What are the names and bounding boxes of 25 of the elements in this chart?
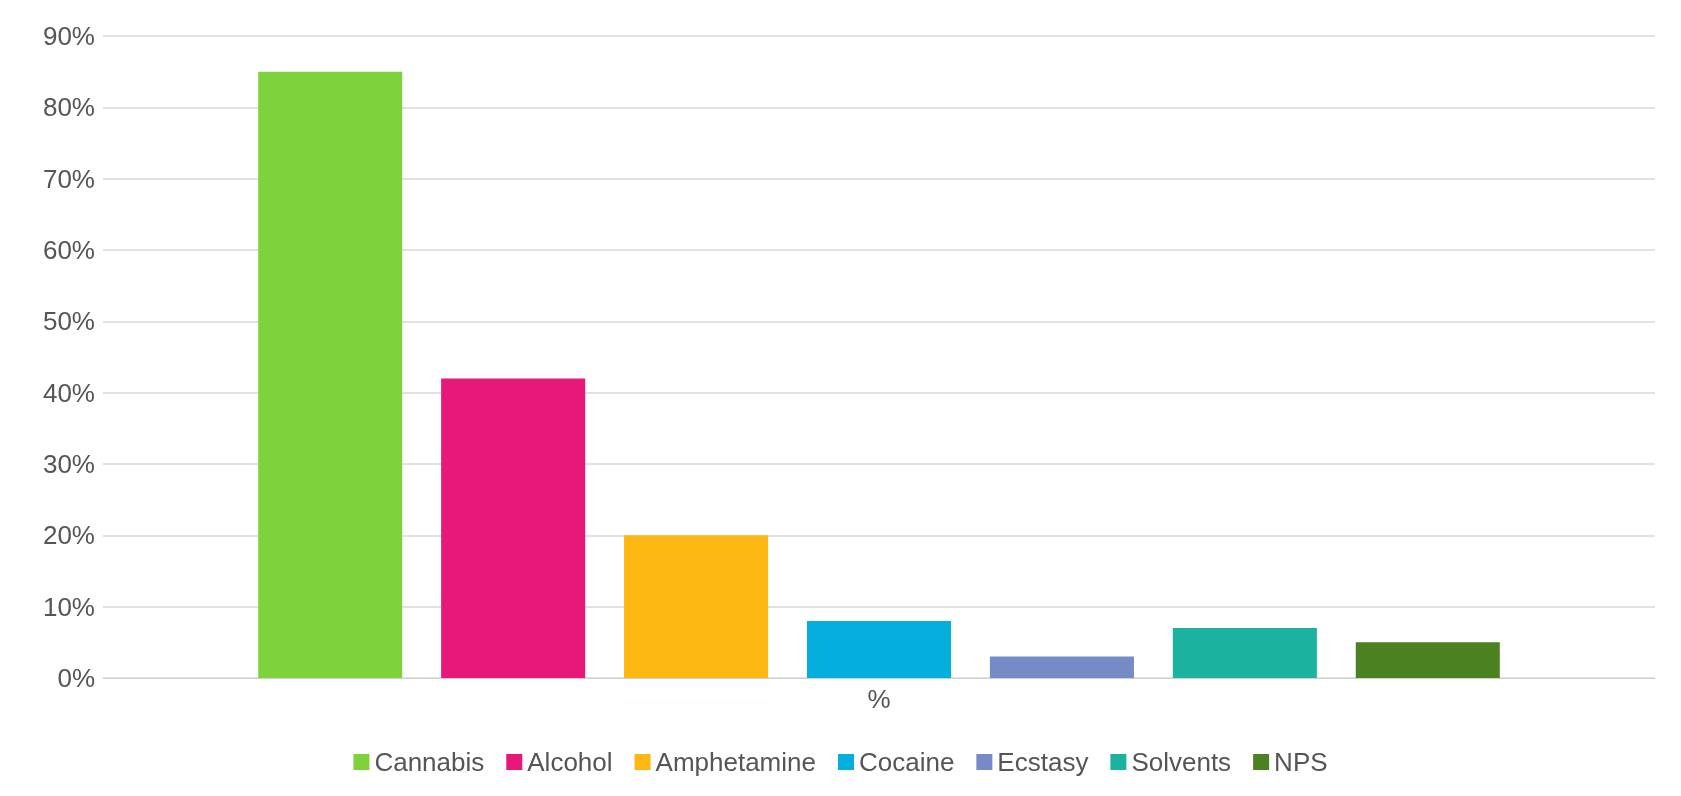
y-tick-label: 60% (42, 235, 95, 265)
bar (989, 656, 1134, 678)
bar (441, 378, 586, 678)
bar (806, 620, 952, 678)
legend-label: Cocaine (858, 747, 955, 777)
legend-label: Solvents (1131, 747, 1232, 777)
legend-label: Ecstasy (997, 747, 1089, 777)
bar (1355, 642, 1500, 678)
legend-label: Amphetamine (655, 747, 816, 777)
y-tick-label: 30% (42, 449, 95, 479)
legend-label: NPS (1274, 747, 1328, 777)
y-tick-label: 90% (42, 21, 95, 51)
y-tick-label: 80% (42, 92, 95, 123)
y-tick-label: 40% (42, 377, 95, 408)
legend-label: Alcohol (527, 747, 613, 777)
bar (624, 535, 769, 678)
x-tick-label: % (867, 684, 891, 714)
y-tick-label: 20% (42, 520, 95, 551)
legend-label: Cannabis (374, 747, 485, 777)
bar (1172, 628, 1317, 678)
y-tick-label: 10% (42, 591, 95, 622)
y-tick-label: 50% (42, 306, 95, 337)
bar (258, 71, 403, 678)
y-tick-label: 0% (57, 663, 95, 693)
y-tick-label: 70% (42, 163, 95, 194)
